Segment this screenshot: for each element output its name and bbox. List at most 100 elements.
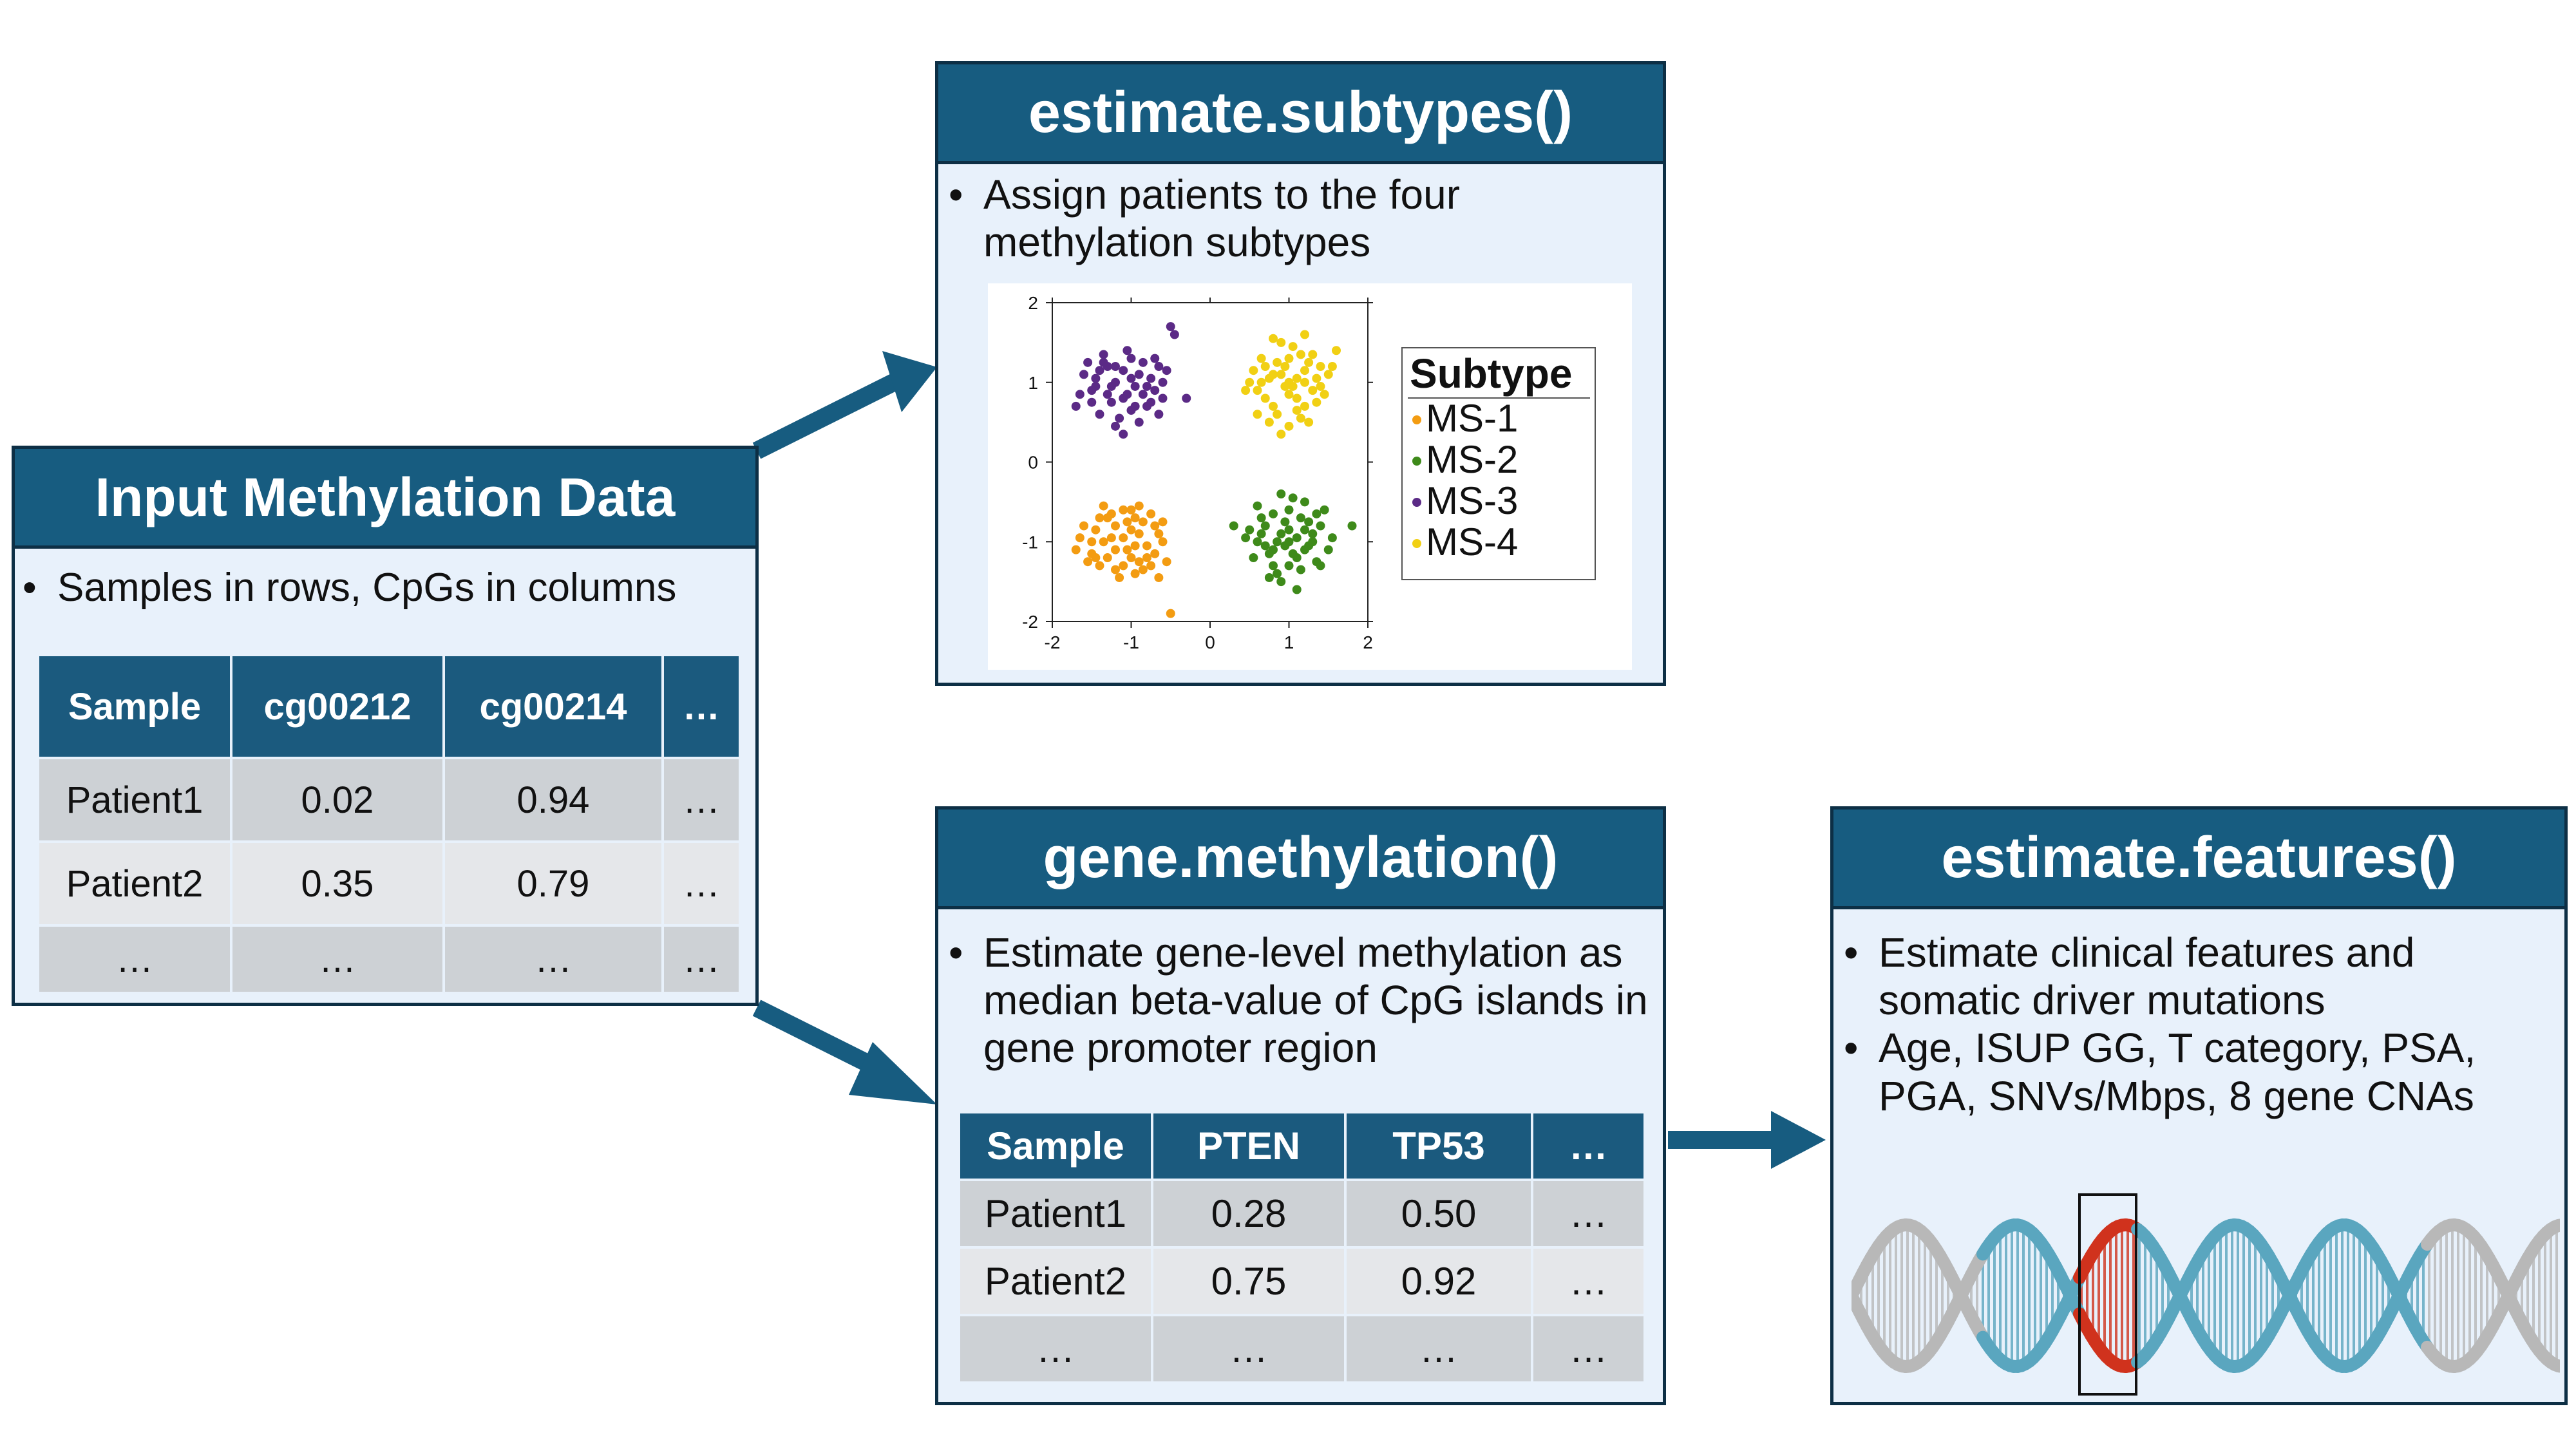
arrow-to-features [1668,1111,1826,1169]
table-cell: Patient2 [958,1246,1153,1316]
data-point-ms-1 [1099,501,1108,511]
data-point-ms-3 [1083,357,1093,367]
table-cell: … [661,757,741,843]
data-point-ms-3 [1103,390,1112,399]
data-point-ms-3 [1106,397,1116,407]
data-point-ms-1 [1166,609,1175,618]
column-header: Sample [37,654,232,759]
plot-frame [1052,302,1368,622]
data-point-ms-4 [1264,417,1274,427]
data-point-ms-2 [1253,537,1262,547]
data-point-ms-2 [1316,521,1325,531]
data-point-ms-4 [1300,366,1309,375]
data-point-ms-1 [1126,505,1136,515]
legend-marker [1412,457,1421,466]
table-row: Patient2 0.75 0.92 … [958,1246,1646,1316]
table-cell: … [958,1314,1153,1384]
data-point-ms-1 [1122,545,1132,554]
data-point-ms-1 [1142,541,1151,551]
table-cell: … [1531,1179,1646,1249]
data-point-ms-3 [1154,362,1164,371]
data-point-ms-3 [1087,397,1097,407]
data-point-ms-4 [1276,370,1286,379]
data-point-ms-3 [1119,430,1128,439]
data-point-ms-1 [1083,557,1093,567]
legend-box [1401,347,1596,580]
data-point-ms-2 [1284,537,1294,547]
table-cell: … [661,840,741,927]
table-cell: … [442,924,664,994]
data-point-ms-2 [1256,529,1266,538]
data-point-ms-4 [1320,390,1329,399]
data-point-ms-3 [1099,350,1108,359]
data-point-ms-2 [1269,509,1278,518]
column-header: cg00214 [442,654,664,759]
data-point-ms-1 [1142,553,1151,562]
dna-helix-illustration [1852,1193,2560,1396]
table-cell: … [1151,1314,1347,1384]
data-point-ms-4 [1253,410,1262,419]
x-tick-label: -1 [1123,632,1139,652]
gene-methylation-title: gene.methylation() [938,810,1663,909]
data-point-ms-4 [1280,362,1290,371]
data-point-ms-4 [1292,406,1302,415]
mutation-highlight-box [2078,1193,2137,1396]
arrow-to-subtypes [752,351,937,459]
data-point-ms-3 [1126,374,1136,383]
data-point-ms-3 [1138,357,1148,367]
data-point-ms-4 [1296,413,1305,423]
data-point-ms-2 [1273,537,1282,547]
data-point-ms-1 [1095,561,1104,571]
data-point-ms-1 [1154,573,1164,582]
data-point-ms-1 [1130,541,1140,551]
data-point-ms-1 [1146,509,1156,518]
table-row: Patient2 0.35 0.79 … [37,840,741,927]
data-point-ms-2 [1241,533,1251,543]
data-point-ms-1 [1087,537,1097,547]
bullet-item: Estimate clinical features and somatic d… [1840,929,2555,1024]
gene-methylation-bullets: Estimate gene-level methylation as media… [945,929,1653,1072]
data-point-ms-3 [1166,322,1175,332]
data-point-ms-4 [1308,386,1318,395]
arrow-to-gene-methylation [752,999,937,1104]
data-point-ms-4 [1323,370,1333,379]
legend-marker [1412,415,1421,424]
table-cell: 0.02 [230,757,445,843]
data-point-ms-4 [1284,390,1294,399]
data-point-ms-2 [1288,549,1298,558]
data-point-ms-2 [1296,513,1305,523]
data-point-ms-3 [1122,390,1132,399]
data-point-ms-2 [1300,525,1309,535]
data-point-ms-2 [1269,545,1278,554]
data-point-ms-3 [1142,381,1151,391]
table-cell: Patient1 [958,1179,1153,1249]
data-point-ms-3 [1146,374,1156,383]
legend-marker [1412,539,1421,548]
legend: Subtype MS-1MS-2MS-3MS-4 [1401,347,1596,580]
data-point-ms-2 [1273,569,1282,578]
table-cell: 0.92 [1344,1246,1533,1316]
data-point-ms-3 [1130,401,1140,411]
data-point-ms-2 [1284,561,1294,571]
bullet-item: Age, ISUP GG, T category, PSA, PGA, SNVs… [1840,1024,2555,1119]
data-point-ms-1 [1150,521,1160,531]
data-point-ms-2 [1249,553,1258,562]
data-point-ms-4 [1300,330,1309,339]
data-point-ms-4 [1308,350,1318,359]
data-point-ms-4 [1269,370,1278,379]
legend-label: MS-2 [1426,438,1518,481]
data-point-ms-2 [1347,521,1357,531]
data-point-ms-2 [1260,521,1270,531]
data-point-ms-4 [1260,393,1270,403]
data-point-ms-2 [1256,513,1266,523]
data-point-ms-2 [1276,529,1286,538]
x-tick-label: 0 [1205,632,1215,652]
data-point-ms-3 [1079,370,1088,379]
input-data-panel: Input Methylation Data Samples in rows, … [12,446,759,1006]
data-point-ms-4 [1256,354,1266,363]
data-point-ms-4 [1273,357,1282,367]
table-cell: 0.28 [1151,1179,1347,1249]
data-point-ms-3 [1106,381,1116,391]
data-point-ms-4 [1296,350,1305,359]
